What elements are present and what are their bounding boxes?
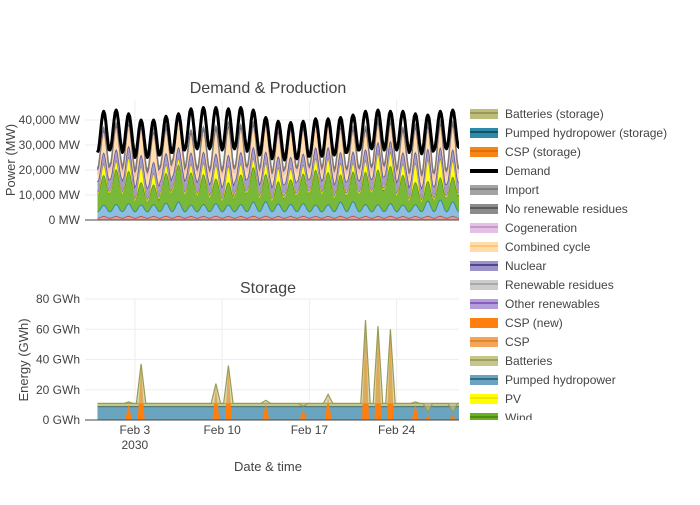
legend-label: PV — [505, 392, 521, 406]
legend-label: Cogeneration — [505, 221, 577, 235]
legend-item-renewable-residues[interactable]: Renewable residues — [470, 278, 614, 292]
legend-label: No renewable residues — [505, 202, 628, 216]
csp-storage-spike — [411, 404, 419, 420]
legend-label: Renewable residues — [505, 278, 614, 292]
legend-item-other-renewables[interactable]: Other renewables — [470, 297, 600, 311]
storage-total-spike — [223, 365, 234, 404]
csp-storage-spike — [449, 415, 457, 420]
demand-line — [96, 106, 459, 162]
legend-label: Pumped hydropower — [505, 373, 616, 387]
x-axis-title: Date & time — [234, 459, 302, 474]
legend-item-nuclear[interactable]: Nuclear — [470, 259, 546, 273]
legend-label: Batteries (storage) — [505, 107, 604, 121]
storage-total-spike — [410, 401, 421, 404]
legend-label: Pumped hydropower (storage) — [505, 126, 667, 140]
legend-item-batteries-storage-[interactable]: Batteries (storage) — [470, 107, 604, 121]
y-tick-label: 40,000 MW — [19, 113, 81, 127]
legend[interactable]: Batteries (storage) Pumped hydropower (st… — [470, 107, 667, 425]
legend-label: Combined cycle — [505, 240, 591, 254]
storage-total-spike — [385, 329, 396, 404]
x-tick-label: Feb 10 — [203, 423, 241, 437]
legend-label: Other renewables — [505, 297, 600, 311]
legend-item-csp-new-[interactable]: CSP (new) — [470, 316, 563, 330]
area-wind — [97, 164, 459, 212]
x-tick-label: Feb 3 — [120, 423, 151, 437]
storage-total-spike — [360, 320, 371, 404]
csp-storage-spike — [262, 403, 270, 420]
storage-area-batteries — [97, 403, 459, 407]
area-hydropower — [97, 199, 459, 218]
y-tick-label: 80 GWh — [36, 292, 80, 306]
y-tick-label: 20,000 MW — [19, 163, 81, 177]
legend-label: Wind — [505, 411, 532, 425]
y-tick-label: 30,000 MW — [19, 138, 81, 152]
legend-item-pumped-hydropower-storage-[interactable]: Pumped hydropower (storage) — [470, 126, 667, 140]
legend-label: Demand — [505, 164, 550, 178]
legend-label: Import — [505, 183, 540, 197]
legend-label: CSP — [505, 335, 530, 349]
legend-label: CSP (storage) — [505, 145, 581, 159]
area-pumped-hydropower — [97, 216, 459, 220]
y-tick-label: 0 GWh — [43, 413, 80, 427]
csp-storage-spike — [299, 409, 307, 420]
legend-item-pv[interactable]: PV — [470, 392, 521, 406]
storage-plot — [97, 320, 459, 420]
y-tick-label: 20 GWh — [36, 383, 80, 397]
legend-item-pumped-hydropower[interactable]: Pumped hydropower — [470, 373, 616, 387]
legend-item-batteries[interactable]: Batteries — [470, 354, 552, 368]
storage-total-spike — [123, 401, 134, 404]
storage-total-spike — [260, 399, 271, 404]
legend-item-import[interactable]: Import — [470, 183, 540, 197]
legend-item-csp-storage-[interactable]: CSP (storage) — [470, 145, 581, 159]
bottom-panel-title: Storage — [240, 280, 296, 297]
demand-production-plot — [96, 106, 459, 220]
csp-storage-spike — [324, 397, 332, 420]
legend-item-combined-cycle[interactable]: Combined cycle — [470, 240, 591, 254]
bottom-panel-ylabel: Energy (GWh) — [16, 318, 31, 401]
legend-item-demand[interactable]: Demand — [470, 164, 550, 178]
csp-storage-spike — [424, 415, 432, 420]
storage-total-spike — [322, 392, 334, 404]
legend-label: Nuclear — [505, 259, 546, 273]
y-tick-label: 60 GWh — [36, 322, 80, 336]
csp-storage-spike — [125, 404, 133, 420]
line-import — [96, 115, 459, 175]
legend-item-no-renewable-residues[interactable]: No renewable residues — [470, 202, 628, 216]
x-tick-label: Feb 24 — [378, 423, 416, 437]
x-tick-label: Feb 17 — [291, 423, 329, 437]
storage-total-spike — [447, 403, 459, 414]
area-combined-cycle — [97, 124, 459, 188]
y-tick-label: 0 MW — [49, 213, 81, 227]
legend-item-wind[interactable]: Wind — [470, 411, 532, 425]
top-panel-title: Demand & Production — [190, 80, 347, 97]
x-tick-sublabel: 2030 — [122, 438, 149, 452]
storage-total-spike — [372, 326, 384, 404]
area-nuclear — [97, 141, 459, 197]
legend-item-cogeneration[interactable]: Cogeneration — [470, 221, 577, 235]
storage-total-spike — [135, 363, 147, 404]
y-tick-label: 40 GWh — [36, 353, 80, 367]
storage-total-spike — [422, 403, 434, 414]
storage-total-spike — [298, 402, 309, 408]
y-tick-label: 10,000 MW — [19, 188, 81, 202]
storage-total-spike — [210, 383, 222, 404]
legend-item-csp[interactable]: CSP — [470, 335, 530, 349]
legend-label: Batteries — [505, 354, 552, 368]
legend-label: CSP (new) — [505, 316, 563, 330]
area-pv — [97, 153, 459, 201]
top-panel-ylabel: Power (MW) — [3, 124, 18, 196]
